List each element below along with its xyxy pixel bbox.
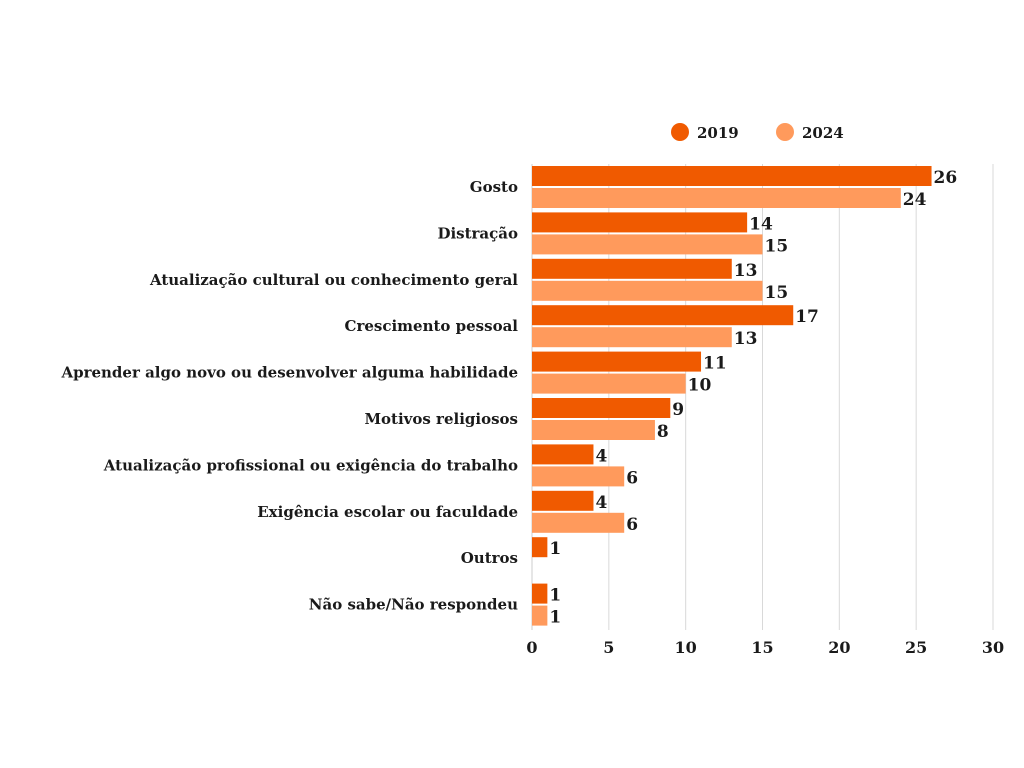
x-tick-label: 0 <box>526 638 537 657</box>
legend-label: 2019 <box>697 124 739 142</box>
data-label: 15 <box>765 283 789 303</box>
data-label: 14 <box>749 214 773 234</box>
bar-2019 <box>532 166 932 186</box>
category-label: Gosto <box>470 178 518 196</box>
bar-2024 <box>532 420 655 440</box>
x-tick-label: 10 <box>675 638 697 657</box>
bar-2019 <box>532 212 748 233</box>
x-tick-label: 30 <box>982 638 1004 657</box>
bar-2019 <box>532 583 548 604</box>
category-label: Outros <box>461 549 518 567</box>
data-label: 4 <box>595 446 607 466</box>
bar-2019 <box>532 537 548 558</box>
data-label: 1 <box>549 586 561 606</box>
data-label: 1 <box>549 608 561 628</box>
data-label: 15 <box>765 236 789 256</box>
category-label: Aprender algo novo ou desenvolver alguma… <box>60 364 518 382</box>
data-label: 1 <box>549 539 561 559</box>
bars <box>532 166 932 626</box>
data-label: 13 <box>734 329 758 349</box>
category-label: Atualização profissional ou exigência do… <box>103 456 518 474</box>
data-label: 24 <box>903 190 927 210</box>
data-label: 4 <box>595 493 607 513</box>
bar-2024 <box>532 605 548 626</box>
bar-2019 <box>532 305 794 326</box>
bar-2024 <box>532 512 625 533</box>
data-label: 9 <box>672 400 684 420</box>
category-label: Distração <box>437 224 518 242</box>
data-label: 26 <box>934 168 958 188</box>
legend-marker <box>671 123 689 141</box>
x-tick-label: 15 <box>751 638 773 657</box>
bar-2024 <box>532 280 763 301</box>
x-tick-label: 20 <box>828 638 850 657</box>
data-label: 8 <box>657 422 669 442</box>
bar-2024 <box>532 188 901 208</box>
x-tick-label: 5 <box>603 638 614 657</box>
data-label: 17 <box>795 307 819 327</box>
category-label: Exigência escolar ou faculdade <box>257 503 518 521</box>
bar-2019 <box>532 490 594 511</box>
data-label: 13 <box>734 261 758 281</box>
bar-2024 <box>532 234 763 255</box>
category-label: Não sabe/Não respondeu <box>309 596 518 614</box>
category-label: Atualização cultural ou conhecimento ger… <box>149 271 518 289</box>
bar-2019 <box>532 398 671 418</box>
legend-label: 2024 <box>802 124 844 142</box>
legend: 2019 2024 <box>671 123 844 142</box>
legend-marker <box>776 123 794 141</box>
category-label: Motivos religiosos <box>364 410 518 428</box>
data-label: 6 <box>626 515 638 535</box>
x-tick-label: 25 <box>905 638 927 657</box>
data-label: 11 <box>703 354 727 374</box>
bar-2019 <box>532 351 702 372</box>
category-label: Crescimento pessoal <box>345 317 519 335</box>
bar-2024 <box>532 466 625 487</box>
bar-2024 <box>532 327 732 348</box>
bar-2019 <box>532 444 594 465</box>
data-label: 10 <box>688 376 712 396</box>
bar-2019 <box>532 258 732 279</box>
data-label: 6 <box>626 468 638 488</box>
bar-2024 <box>532 373 686 394</box>
